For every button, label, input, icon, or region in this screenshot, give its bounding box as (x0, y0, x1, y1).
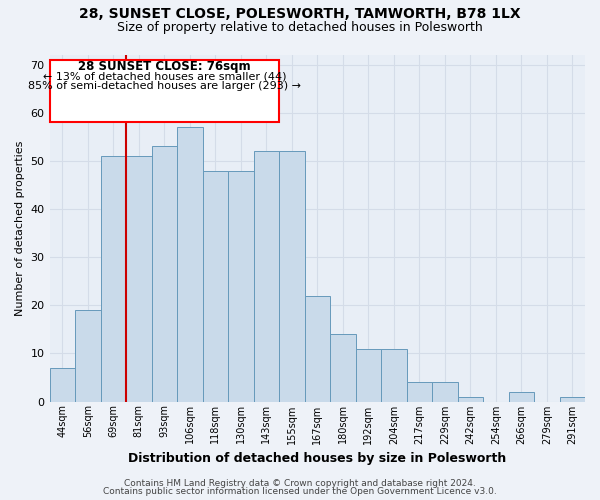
Text: 28, SUNSET CLOSE, POLESWORTH, TAMWORTH, B78 1LX: 28, SUNSET CLOSE, POLESWORTH, TAMWORTH, … (79, 8, 521, 22)
Text: Contains HM Land Registry data © Crown copyright and database right 2024.: Contains HM Land Registry data © Crown c… (124, 478, 476, 488)
Text: Size of property relative to detached houses in Polesworth: Size of property relative to detached ho… (117, 21, 483, 34)
Bar (126, 156, 152, 402)
Bar (458, 396, 483, 402)
Text: Contains public sector information licensed under the Open Government Licence v3: Contains public sector information licen… (103, 488, 497, 496)
Text: 28 SUNSET CLOSE: 76sqm: 28 SUNSET CLOSE: 76sqm (78, 60, 251, 72)
Bar (177, 127, 203, 402)
Bar (330, 334, 356, 402)
X-axis label: Distribution of detached houses by size in Polesworth: Distribution of detached houses by size … (128, 452, 506, 465)
Bar (254, 152, 279, 402)
Bar (152, 146, 177, 402)
Bar (432, 382, 458, 402)
Bar (75, 310, 101, 402)
Text: ← 13% of detached houses are smaller (44): ← 13% of detached houses are smaller (44… (43, 71, 286, 81)
Bar (203, 170, 228, 402)
Y-axis label: Number of detached properties: Number of detached properties (15, 140, 25, 316)
Bar (560, 396, 585, 402)
Bar (356, 348, 381, 402)
Bar (381, 348, 407, 402)
Bar (50, 368, 75, 402)
Bar (407, 382, 432, 402)
Text: 85% of semi-detached houses are larger (293) →: 85% of semi-detached houses are larger (… (28, 81, 301, 91)
Bar (279, 152, 305, 402)
FancyBboxPatch shape (50, 60, 279, 122)
Bar (101, 156, 126, 402)
Bar (509, 392, 534, 402)
Bar (305, 296, 330, 402)
Bar (228, 170, 254, 402)
